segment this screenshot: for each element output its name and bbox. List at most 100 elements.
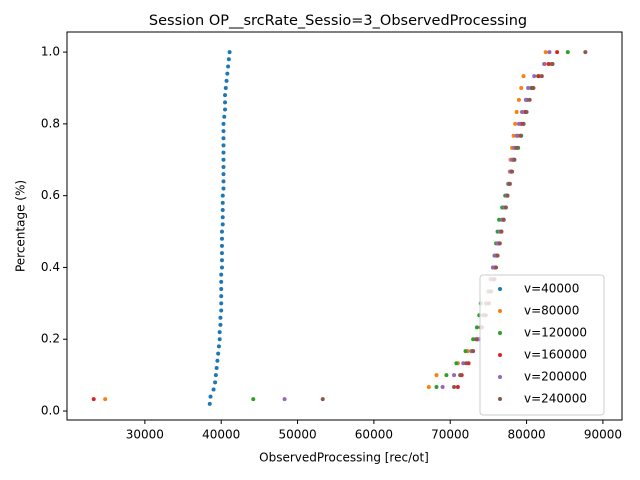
point	[452, 384, 457, 389]
point	[221, 186, 226, 191]
point	[516, 97, 521, 102]
legend-marker	[498, 331, 502, 335]
point	[532, 74, 537, 79]
point	[531, 85, 536, 90]
point	[514, 133, 519, 138]
point	[507, 181, 512, 186]
point	[221, 157, 226, 162]
point	[464, 361, 469, 366]
point	[251, 397, 256, 402]
point	[227, 50, 232, 55]
x-tick-label: 50000	[278, 428, 316, 442]
y-axis-label: Percentage (%)	[14, 180, 28, 272]
point	[474, 325, 479, 330]
legend-label: v=200000	[524, 370, 587, 384]
x-tick-label: 80000	[507, 428, 545, 442]
point	[513, 121, 518, 126]
point	[221, 136, 226, 141]
point	[215, 358, 220, 363]
point	[211, 387, 216, 392]
point	[490, 265, 495, 270]
point	[555, 50, 560, 55]
y-tick-label: 0.4	[41, 260, 60, 274]
legend-marker	[498, 287, 502, 291]
legend-marker	[498, 353, 502, 357]
legend-label: v=160000	[524, 348, 587, 362]
point	[461, 361, 466, 366]
x-tick-label: 90000	[584, 428, 622, 442]
point	[543, 50, 548, 55]
point	[536, 74, 541, 79]
point	[320, 397, 325, 402]
point	[221, 172, 226, 177]
point	[219, 294, 224, 299]
point	[519, 110, 524, 115]
point	[219, 258, 224, 263]
point	[499, 229, 504, 234]
legend-box	[479, 274, 605, 416]
point	[547, 50, 552, 55]
point	[511, 133, 516, 138]
legend-marker	[498, 309, 502, 313]
point	[219, 243, 224, 248]
point	[220, 200, 225, 205]
point	[103, 397, 108, 402]
x-tick-label: 30000	[126, 428, 164, 442]
point	[521, 74, 526, 79]
x-tick-label: 70000	[431, 428, 469, 442]
point	[512, 157, 517, 162]
point	[219, 286, 224, 291]
point	[497, 217, 502, 222]
point	[221, 143, 226, 148]
x-axis-label: ObservedProcessing [rec/ot]	[259, 451, 429, 465]
point	[550, 61, 555, 66]
point	[218, 322, 223, 327]
legend-label: v=80000	[524, 304, 579, 318]
point	[214, 365, 219, 370]
point	[505, 193, 510, 198]
y-tick-label: 1.0	[41, 45, 60, 59]
point	[224, 78, 229, 83]
point	[213, 373, 218, 378]
point	[219, 251, 224, 256]
point	[217, 337, 222, 342]
point	[434, 373, 439, 378]
point	[221, 129, 226, 134]
legend-marker	[498, 375, 502, 379]
point	[220, 222, 225, 227]
point	[524, 110, 529, 115]
point	[514, 145, 519, 150]
point	[503, 205, 508, 210]
x-tick-label: 40000	[202, 428, 240, 442]
legend-label: v=40000	[524, 282, 579, 296]
y-tick-label: 0.2	[41, 332, 60, 346]
point	[225, 71, 230, 76]
point	[542, 61, 547, 66]
point	[219, 229, 224, 234]
point	[217, 330, 222, 335]
point	[426, 384, 431, 389]
point	[514, 110, 519, 115]
point	[226, 64, 231, 69]
point	[458, 373, 463, 378]
point	[494, 265, 499, 270]
chart-title: Session OP__srcRate_Sessio=3_ObservedPro…	[149, 13, 527, 29]
point	[218, 315, 223, 320]
point	[207, 401, 212, 406]
point	[523, 97, 528, 102]
point	[440, 384, 445, 389]
point	[452, 373, 457, 378]
point	[497, 241, 502, 246]
point	[220, 215, 225, 220]
point	[519, 85, 524, 90]
point	[219, 272, 224, 277]
point	[463, 349, 468, 354]
point	[501, 217, 506, 222]
point	[226, 57, 231, 62]
y-tick-label: 0.0	[41, 404, 60, 418]
point	[518, 133, 523, 138]
y-tick-label: 0.8	[41, 116, 60, 130]
point	[216, 344, 221, 349]
legend-marker	[498, 397, 502, 401]
point	[219, 301, 224, 306]
